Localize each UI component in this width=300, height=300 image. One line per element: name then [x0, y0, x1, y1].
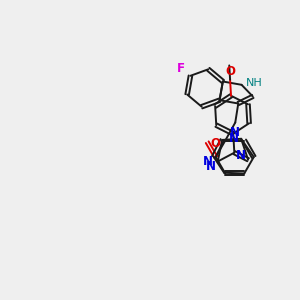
- Text: NH: NH: [246, 78, 263, 88]
- Text: N: N: [236, 149, 246, 162]
- Text: N: N: [206, 160, 216, 173]
- Text: N: N: [229, 132, 239, 145]
- Text: O: O: [210, 137, 220, 150]
- Text: O: O: [225, 65, 235, 78]
- Text: N: N: [230, 126, 240, 139]
- Text: F: F: [176, 62, 184, 75]
- Text: N: N: [203, 155, 213, 168]
